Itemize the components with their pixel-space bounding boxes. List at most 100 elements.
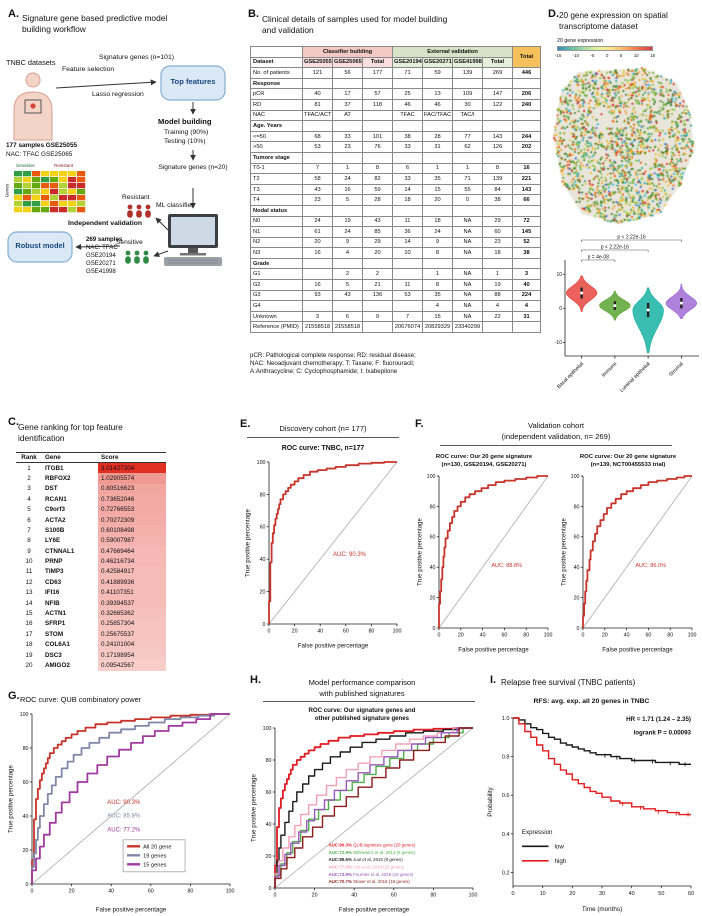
panel-c-title-line2: identification <box>18 433 65 443</box>
tspan-el: AUC:90.3% <box>328 842 352 847</box>
table-cell: 6 <box>392 162 423 175</box>
table-cell: 38 <box>512 247 542 259</box>
arrow-to-sensitive <box>153 250 169 258</box>
table-cell: 244 <box>512 130 542 143</box>
roc-curve-All-20-gene <box>31 713 230 884</box>
table-cell: 147 <box>481 88 514 100</box>
table-cell: 4 <box>512 300 542 312</box>
colorbar-gradient <box>557 46 653 51</box>
y-tick-label: 20 <box>430 596 436 602</box>
violin-shape <box>632 287 664 353</box>
table-cell <box>362 77 393 90</box>
y-tick-label: 60 <box>260 525 266 531</box>
workflow-arrows <box>55 79 196 258</box>
table-cell: 72 <box>512 215 542 228</box>
table-cell: 6 <box>332 310 363 323</box>
table-cell: 1 <box>481 268 514 281</box>
table-cell: Total <box>512 45 542 69</box>
table-cell: 240 <box>512 98 542 111</box>
table-cell: 76 <box>362 141 393 153</box>
y-tick-label: 80 <box>266 758 272 764</box>
y-tick-label: 20 <box>266 854 272 860</box>
legend-item-label: high <box>555 858 567 865</box>
table-cell: 35 <box>422 173 453 185</box>
y-tick-label: 100 <box>571 474 580 480</box>
table-cell: STOM <box>45 630 64 638</box>
table-cell: NA <box>452 279 483 291</box>
table-cell: 43 <box>302 183 333 196</box>
table-cell: 21 <box>362 279 393 291</box>
table-cell: 20 <box>422 194 453 206</box>
circle-el <box>127 204 133 210</box>
y-axis-label: True positive percentage <box>561 518 568 586</box>
table-cell: 8 <box>422 279 453 291</box>
table-cell: 3 <box>27 485 31 493</box>
table-cell: 224 <box>512 289 542 302</box>
row-label: N3 <box>250 247 303 259</box>
table-cell: Classifier building <box>302 46 393 58</box>
panel-b-title-line1: Clinical details of samples used for mod… <box>262 14 448 24</box>
rect-el <box>41 171 50 177</box>
table-cell: GSE25065 <box>332 56 363 69</box>
line-el <box>582 475 693 629</box>
y-tick-label: 0 <box>559 306 562 312</box>
table-cell <box>332 204 363 217</box>
table-cell: 38 <box>481 194 514 206</box>
footnote-line: pCR: Pathological complete response; RD:… <box>250 352 416 359</box>
rect-el <box>68 183 77 189</box>
panel-i-heading: Relapse free survival (TNBC patients) <box>501 678 636 687</box>
table-cell: 11 <box>392 279 423 291</box>
table-cell <box>362 204 393 217</box>
legend-item-label: low <box>555 843 565 850</box>
table-row: T0-1 7 1 8 6 1 1 8 16 <box>250 162 542 175</box>
auc-annotation: AUC: 90.3% <box>107 800 141 806</box>
table-cell <box>392 204 423 217</box>
table-cell: 4 <box>332 247 363 259</box>
table-cell: 20 <box>302 236 333 249</box>
x-axis-label: False positive percentage <box>339 907 410 914</box>
x-tick-label: 80 <box>430 893 436 899</box>
rect-el <box>77 171 86 177</box>
gene-row: 19 DSC3 0.17198954 <box>16 649 166 661</box>
table-cell: DST <box>45 485 58 493</box>
table-cell: 5 <box>27 506 31 514</box>
rect-el <box>50 207 59 213</box>
table-cell <box>302 268 333 281</box>
rect-el <box>50 195 59 201</box>
rect-el <box>41 201 50 207</box>
x-tick-label: 0 <box>438 633 441 639</box>
row-label: Dataset <box>250 56 303 69</box>
panel-h-heading-line1: Model performance comparison <box>308 678 416 687</box>
panel-a-title-line2: building workflow <box>22 24 86 34</box>
x-tick-label: 40 <box>351 893 357 899</box>
x-tick-label: 60 <box>645 633 651 639</box>
y-tick-label: 40 <box>266 822 272 828</box>
roc-chart-comparison: 00 20 20 40 40 60 60 80 80 100 100 False positive p… <box>251 726 478 914</box>
x-axis-label: False positive percentage <box>602 647 673 654</box>
table-row: Age. Years <box>250 120 542 132</box>
panel-h-chart-title-line2: other published signature genes <box>314 715 410 722</box>
table-cell: 20829329 <box>422 321 453 334</box>
y-tick-label: 40 <box>23 814 29 820</box>
table-cell <box>481 77 514 90</box>
table-cell: GSE41998 <box>452 56 483 69</box>
table-cell: 139 <box>481 173 514 185</box>
y-axis-label: True positive percentage <box>251 774 258 842</box>
table-row: No. of patients 121 56 177 71 59 139 269 446 <box>250 67 542 79</box>
table-row: Grade <box>250 257 542 270</box>
gene-row: 9 CTNNAL1 0.47669464 <box>16 546 166 557</box>
table-cell: NA <box>452 226 483 238</box>
rect-el <box>59 207 68 213</box>
panel-d-title-line2: transcriptome dataset <box>559 22 638 31</box>
x-tick-label: 20 <box>458 633 464 639</box>
table-cell: 24 <box>422 226 453 238</box>
panel-h: H. Model performance comparison with pub… <box>243 670 481 916</box>
table-cell <box>422 120 453 132</box>
table-cell: TAC/I <box>452 109 483 122</box>
table-cell: 8 <box>481 162 514 175</box>
table-cell: 122 <box>481 98 514 111</box>
y-tick-label: 80 <box>260 492 266 498</box>
rect-el <box>32 195 41 201</box>
row-label: pCR <box>250 88 303 100</box>
violin-category-label: Basal epithelial <box>556 361 585 390</box>
